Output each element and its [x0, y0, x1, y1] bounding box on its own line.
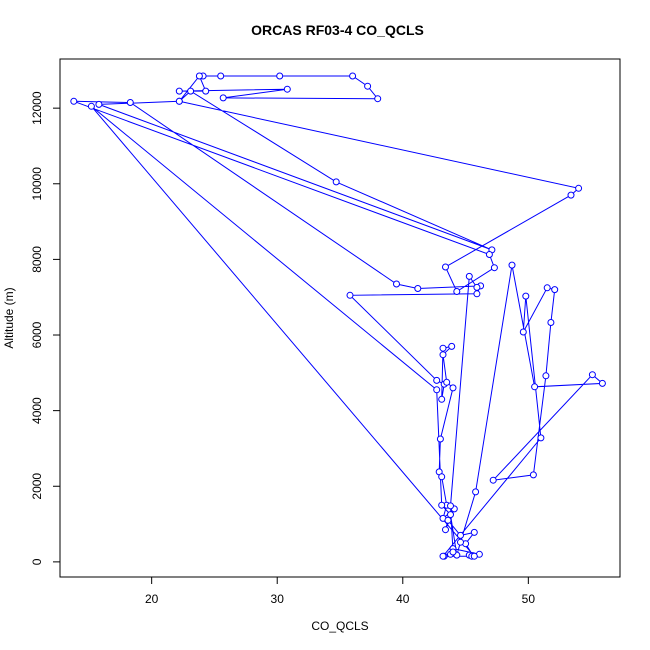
data-point	[449, 548, 457, 556]
data-point	[442, 526, 449, 534]
data-point	[438, 395, 446, 403]
data-point	[393, 280, 400, 288]
data-point	[470, 528, 478, 536]
data-point	[473, 290, 481, 298]
data-point	[175, 87, 183, 95]
data-point	[187, 87, 195, 95]
y-axis: 0 2000 4000 6000 8000 10000 12000	[30, 91, 61, 565]
data-point	[489, 476, 497, 484]
data-point	[567, 191, 575, 199]
data-point	[364, 82, 372, 90]
x-tick-label: 50	[522, 592, 536, 606]
data-point	[439, 344, 447, 352]
y-axis-label: Altitude (m)	[2, 287, 16, 348]
data-point	[529, 471, 537, 479]
data-point	[470, 552, 478, 560]
y-tick-label: 10000	[30, 167, 44, 201]
y-tick-label: 6000	[30, 321, 44, 348]
data-point	[436, 435, 444, 443]
data-point	[95, 100, 103, 108]
data-point	[447, 502, 454, 510]
y-tick-label: 0	[30, 558, 44, 565]
data-point	[346, 291, 354, 299]
x-tick-label: 20	[145, 592, 159, 606]
series-layer	[73, 75, 604, 557]
data-point	[414, 285, 422, 292]
data-point	[547, 319, 555, 326]
data-point	[374, 95, 382, 103]
data-point	[473, 283, 481, 291]
data-point	[519, 328, 527, 336]
x-tick-label: 30	[271, 592, 285, 606]
data-point	[457, 538, 464, 546]
data-point	[217, 72, 225, 80]
data-point	[283, 85, 291, 93]
data-point	[195, 72, 203, 80]
points-layer	[70, 72, 606, 560]
data-point	[433, 386, 441, 394]
y-tick-label: 2000	[30, 473, 44, 500]
data-point	[465, 272, 473, 280]
data-point	[70, 97, 78, 105]
x-tick-label: 40	[396, 592, 410, 606]
data-point	[444, 516, 452, 524]
data-point	[276, 72, 284, 80]
data-point	[472, 488, 480, 496]
data-point	[349, 72, 357, 80]
y-tick-label: 4000	[30, 397, 44, 424]
data-point	[447, 511, 454, 519]
data-point	[438, 473, 446, 481]
data-point	[485, 251, 493, 258]
data-point	[588, 371, 596, 379]
data-point	[543, 284, 551, 292]
data-point	[575, 184, 583, 192]
series-line	[73, 75, 604, 557]
data-point	[453, 288, 461, 295]
y-tick-label: 8000	[30, 246, 44, 273]
data-point	[219, 94, 227, 102]
data-point	[508, 261, 516, 269]
data-point	[443, 378, 451, 386]
data-point	[433, 376, 441, 384]
data-point	[87, 102, 95, 110]
data-point	[457, 531, 464, 539]
x-axis-label: CO_QCLS	[311, 619, 368, 633]
data-point	[175, 97, 183, 105]
data-point	[438, 501, 446, 509]
data-point	[202, 87, 210, 95]
data-point	[537, 434, 545, 442]
data-point	[531, 383, 539, 391]
data-point	[126, 99, 134, 106]
data-point	[332, 178, 340, 186]
data-point	[490, 264, 498, 272]
chart-title: ORCAS RF03-4 CO_QCLS	[251, 22, 424, 38]
data-point	[542, 372, 550, 380]
x-axis: 20 30 40 50	[145, 576, 536, 606]
data-point	[442, 263, 449, 271]
data-point	[598, 379, 606, 387]
data-point	[522, 292, 530, 300]
data-point	[448, 342, 456, 350]
data-point	[449, 384, 457, 392]
data-point	[551, 286, 559, 294]
data-point	[439, 552, 447, 560]
data-point	[439, 351, 447, 359]
y-tick-label: 12000	[30, 91, 44, 125]
